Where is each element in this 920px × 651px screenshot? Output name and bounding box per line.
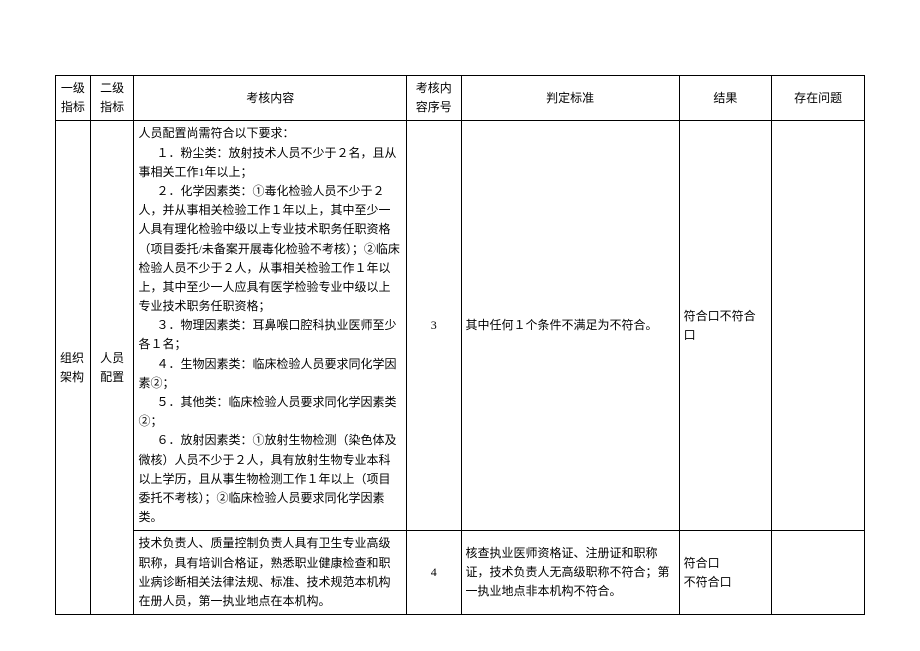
cell-result: 符合口不符合口 [679, 121, 772, 531]
header-col7: 存在问题 [772, 76, 865, 121]
header-col2: 二级指标 [90, 76, 134, 121]
header-col4: 考核内容序号 [407, 76, 462, 121]
table-header-row: 一级指标 二级指标 考核内容 考核内容序号 判定标准 结果 存在问题 [56, 76, 865, 121]
header-col5: 判定标准 [461, 76, 679, 121]
result-line: 不符合口 [684, 575, 732, 589]
result-line: 符合口 [684, 556, 720, 570]
table-row: 组织架构 人员配置 人员配置尚需符合以下要求： １．粉尘类：放射技术人员不少于２… [56, 121, 865, 531]
cell-level1: 组织架构 [56, 121, 91, 615]
header-col3: 考核内容 [134, 76, 407, 121]
cell-seq: 4 [407, 531, 462, 615]
cell-criteria: 其中任何１个条件不满足为不符合。 [461, 121, 679, 531]
cell-content: 人员配置尚需符合以下要求： １．粉尘类：放射技术人员不少于２名，且从事相关工作1… [134, 121, 407, 531]
cell-result: 符合口 不符合口 [679, 531, 772, 615]
content-item: ２．化学因素类：①毒化检验人员不少于２人，并从事相关检验工作１年以上，其中至少一… [138, 182, 402, 316]
cell-seq: 3 [407, 121, 462, 531]
table-row: 技术负责人、质量控制负责人具有卫生专业高级职称，具有培训合格证，熟悉职业健康检查… [56, 531, 865, 615]
cell-content: 技术负责人、质量控制负责人具有卫生专业高级职称，具有培训合格证，熟悉职业健康检查… [134, 531, 407, 615]
content-intro: 人员配置尚需符合以下要求： [138, 126, 294, 140]
content-item: ６．放射因素类：①放射生物检测（染色体及微核）人员不少于２人，具有放射生物专业本… [138, 431, 402, 527]
assessment-table: 一级指标 二级指标 考核内容 考核内容序号 判定标准 结果 存在问题 组织架构 … [55, 75, 865, 615]
header-col1: 一级指标 [56, 76, 91, 121]
content-item: ４．生物因素类：临床检验人员要求同化学因素②； [138, 355, 402, 393]
header-col6: 结果 [679, 76, 772, 121]
cell-level2: 人员配置 [90, 121, 134, 615]
cell-issue [772, 121, 865, 531]
content-item: ５．其他类：临床检验人员要求同化学因素类②； [138, 393, 402, 431]
cell-criteria: 核查执业医师资格证、注册证和职称证，技术负责人无高级职称不符合；第一执业地点非本… [461, 531, 679, 615]
cell-issue [772, 531, 865, 615]
content-item: ３．物理因素类：耳鼻喉口腔科执业医师至少各１名； [138, 316, 402, 354]
content-item: １．粉尘类：放射技术人员不少于２名，且从事相关工作1年以上； [138, 144, 402, 182]
